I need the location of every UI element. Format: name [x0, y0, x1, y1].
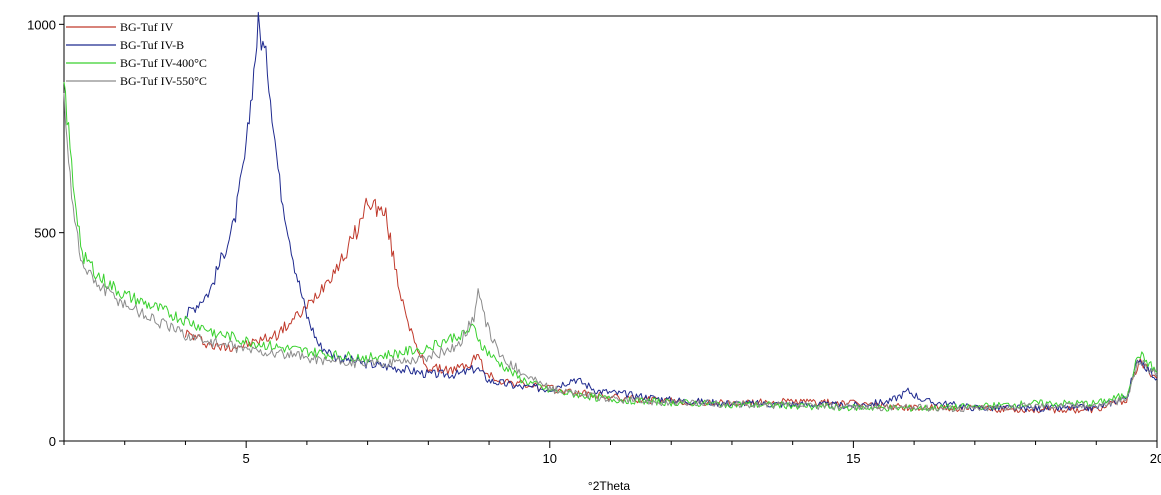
series-line-4 [63, 92, 1158, 413]
y-tick-label: 1000 [27, 17, 56, 32]
plot-border [63, 15, 1158, 442]
legend-label-2: BG-Tuf IV-B [120, 38, 184, 52]
x-tick-label: 20 [1150, 451, 1161, 466]
legend-label-1: BG-Tuf IV [120, 20, 174, 34]
y-tick-label: 500 [34, 226, 56, 241]
plot-frame [63, 15, 1158, 442]
x-tick-label: 10 [543, 451, 557, 466]
x-axis: 5 10 15 20 [63, 441, 1161, 466]
x-axis-title: °2Theta [588, 479, 630, 493]
x-tick-label: 5 [243, 451, 250, 466]
series-layer [63, 11, 1158, 414]
x-tick-label: 15 [846, 451, 860, 466]
series-line-1 [184, 197, 1158, 414]
legend: BG-Tuf IV BG-Tuf IV-B BG-Tuf IV-400°C BG-Tu… [66, 20, 207, 88]
series-line-2 [185, 11, 1158, 413]
y-axis: 0 500 1000 [27, 17, 64, 449]
legend-label-4: BG-Tuf IV-550°C [120, 74, 207, 88]
legend-label-3: BG-Tuf IV-400°C [120, 56, 207, 70]
y-tick-label: 0 [49, 434, 56, 449]
series-line-3 [63, 81, 1158, 412]
